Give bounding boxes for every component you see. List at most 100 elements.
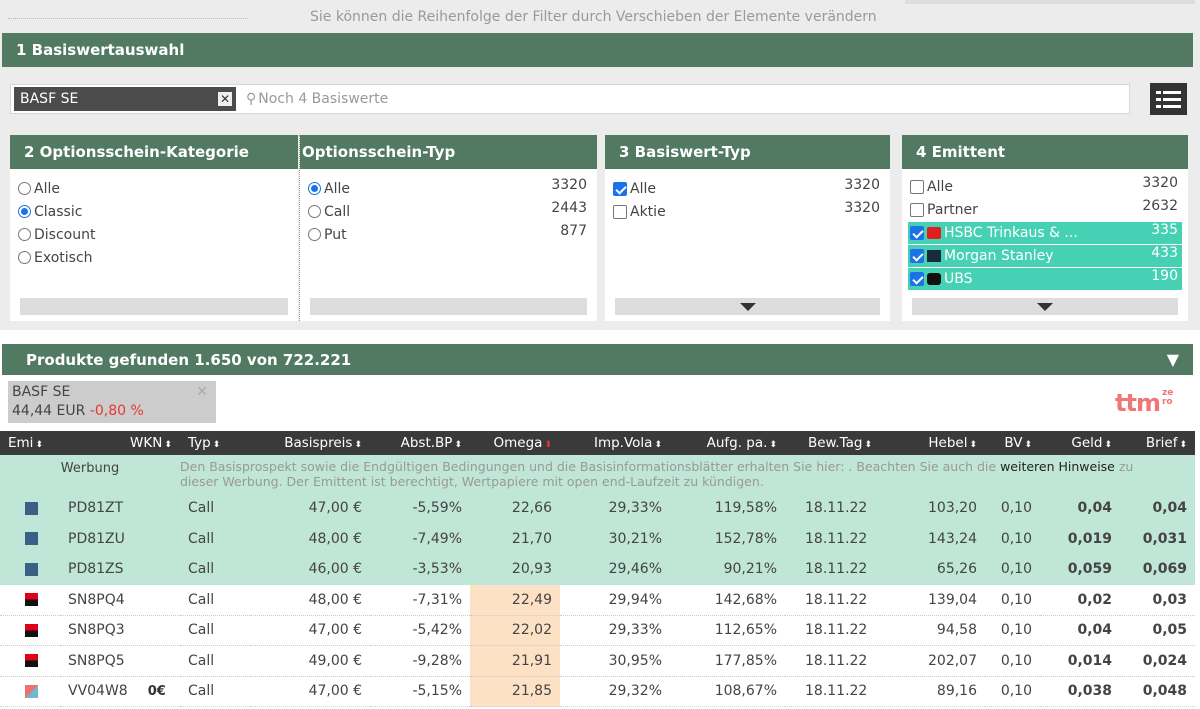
checkbox[interactable]: [613, 181, 627, 196]
cell-hebel: 94,58: [880, 615, 985, 646]
option-call[interactable]: Call 2443: [300, 200, 597, 223]
results-table: Emi ⬍ WKN ⬍ Typ ⬍ Basispreis ⬍ Abst.BP ⬍ Omega ⬍ Imp…: [0, 431, 1195, 707]
emittent-option[interactable]: HSBC Trinkaus & ... 335: [908, 222, 1182, 244]
checkbox[interactable]: [910, 272, 924, 286]
checkbox[interactable]: [910, 179, 924, 194]
search-input[interactable]: Noch 4 Basiswerte: [258, 91, 389, 107]
zero-fee-badge: 0€: [147, 684, 166, 700]
sort-icon: ⬍: [1179, 440, 1187, 450]
filter-icon[interactable]: ▼: [1166, 350, 1179, 369]
wkn-link[interactable]: PD81ZT: [68, 500, 124, 517]
option-aktie[interactable]: Aktie 3320: [605, 200, 890, 223]
cell-bp: 47,00 €: [250, 493, 370, 524]
cell-brief: 0,048: [1120, 676, 1195, 707]
cell-hebel: 89,16: [880, 676, 985, 707]
panel-header[interactable]: 3 Basiswert-Typ: [605, 135, 890, 169]
column-header[interactable]: Imp.Vola ⬍: [560, 431, 670, 455]
cell-abst: -7,49%: [370, 523, 470, 554]
count: 3320: [844, 177, 880, 193]
cell-bv: 0,10: [985, 615, 1040, 646]
table-row[interactable]: PD81ZU Call 48,00 € -7,49% 21,70 30,21% 152,78…: [0, 523, 1195, 554]
cell-vola: 29,94%: [560, 584, 670, 616]
cell-vola: 30,95%: [560, 645, 670, 677]
cell-hebel: 65,26: [880, 554, 985, 585]
expand-bar[interactable]: [615, 298, 880, 315]
option-alle[interactable]: Alle 3320: [605, 177, 890, 200]
emittent-option[interactable]: UBS 190: [908, 268, 1182, 290]
option-discount[interactable]: Discount: [10, 223, 298, 246]
scroll-bar[interactable]: [310, 298, 587, 315]
panel-header[interactable]: 4 Emittent: [902, 135, 1188, 169]
panel-header[interactable]: Optionsschein-Typ: [300, 135, 597, 169]
count: 3320: [1142, 175, 1178, 191]
option-exotisch[interactable]: Exotisch: [10, 246, 298, 269]
option-alle[interactable]: Alle: [10, 177, 298, 200]
radio-button[interactable]: [18, 228, 31, 241]
underlying-chip[interactable]: BASF SE 44,44 EUR -0,80 % ✕: [8, 381, 216, 423]
scroll-bar[interactable]: [20, 298, 288, 315]
column-header[interactable]: BV ⬍: [985, 431, 1040, 455]
further-notes-link[interactable]: weiteren Hinweise: [1000, 459, 1115, 474]
cell-omega: 22,66: [470, 493, 560, 524]
divider: [8, 18, 248, 19]
cell-bv: 0,10: [985, 493, 1040, 524]
morgan-stanley-logo-icon: [927, 250, 941, 262]
remove-tag-icon[interactable]: ✕: [218, 92, 232, 106]
table-row[interactable]: VV04W8 0€ Call 47,00 € -5,15% 21,85 29,32% 108,…: [0, 676, 1195, 707]
wkn-link[interactable]: SN8PQ5: [68, 652, 125, 669]
column-header[interactable]: Aufg. pa. ⬍: [670, 431, 785, 455]
checkbox[interactable]: [613, 204, 627, 219]
table-row[interactable]: SN8PQ3 Call 47,00 € -5,42% 22,02 29,33% 112,65…: [0, 615, 1195, 646]
column-header[interactable]: Basispreis ⬍: [250, 431, 370, 455]
table-row[interactable]: PD81ZT Call 47,00 € -5,59% 22,66 29,33% 119,58…: [0, 493, 1195, 524]
cell-abst: -7,31%: [370, 584, 470, 616]
cell-hebel: 143,24: [880, 523, 985, 554]
sort-icon: ⬍: [35, 440, 43, 450]
chip-price: 44,44 EUR: [12, 403, 86, 419]
column-header[interactable]: Geld ⬍: [1040, 431, 1120, 455]
underlying-search[interactable]: BASF SE ✕ ⚲ Noch 4 Basiswerte: [10, 84, 1130, 114]
radio-button[interactable]: [18, 205, 31, 218]
radio-button[interactable]: [18, 251, 31, 264]
checkbox[interactable]: [910, 202, 924, 217]
column-header[interactable]: Omega ⬍: [470, 431, 560, 455]
column-header[interactable]: Typ ⬍: [180, 431, 250, 455]
column-header[interactable]: Abst.BP ⬍: [370, 431, 470, 455]
column-header[interactable]: Hebel ⬍: [880, 431, 985, 455]
checkbox[interactable]: [910, 249, 924, 263]
radio-button[interactable]: [308, 182, 321, 195]
option-alle[interactable]: Alle 3320: [300, 177, 597, 200]
cell-brief: 0,024: [1120, 645, 1195, 677]
column-header[interactable]: Emi ⬍: [0, 431, 60, 455]
emittent-option[interactable]: Partner 2632: [902, 198, 1188, 221]
panel-typ: Optionsschein-Typ Alle 3320 Call 2443 Put 877: [299, 135, 597, 321]
list-view-button[interactable]: [1150, 83, 1187, 115]
wkn-link[interactable]: VV04W8: [68, 683, 128, 700]
table-row[interactable]: SN8PQ4 Call 48,00 € -7,31% 22,49 29,94% 142,68…: [0, 584, 1195, 616]
column-header[interactable]: Bew.Tag ⬍: [785, 431, 880, 455]
column-header[interactable]: Brief ⬍: [1120, 431, 1195, 455]
emittent-option[interactable]: Alle 3320: [902, 175, 1188, 198]
table-row[interactable]: SN8PQ5 Call 49,00 € -9,28% 21,91 30,95% 177,85…: [0, 645, 1195, 677]
sort-icon: ⬍: [969, 440, 977, 450]
checkbox[interactable]: [910, 226, 924, 240]
table-row[interactable]: PD81ZS Call 46,00 € -3,53% 20,93 29,46% 90,21%…: [0, 554, 1195, 585]
cell-hebel: 139,04: [880, 584, 985, 616]
expand-bar[interactable]: [912, 298, 1178, 315]
option-put[interactable]: Put 877: [300, 223, 597, 246]
wkn-link[interactable]: SN8PQ3: [68, 622, 125, 639]
cell-abst: -3,53%: [370, 554, 470, 585]
wkn-link[interactable]: PD81ZU: [68, 530, 125, 547]
column-header[interactable]: WKN ⬍: [60, 431, 180, 455]
cell-brief: 0,05: [1120, 615, 1195, 646]
close-icon[interactable]: ✕: [196, 384, 208, 400]
option-classic[interactable]: Classic: [10, 200, 298, 223]
radio-button[interactable]: [308, 205, 321, 218]
wkn-link[interactable]: SN8PQ4: [68, 591, 125, 608]
panel-header[interactable]: 2 Optionsschein-Kategorie: [10, 135, 298, 169]
wkn-link[interactable]: PD81ZS: [68, 561, 124, 578]
radio-button[interactable]: [18, 182, 31, 195]
radio-button[interactable]: [308, 228, 321, 241]
emittent-option[interactable]: Morgan Stanley 433: [908, 245, 1182, 267]
section-header-basiswert[interactable]: 1 Basiswertauswahl: [2, 33, 1193, 67]
